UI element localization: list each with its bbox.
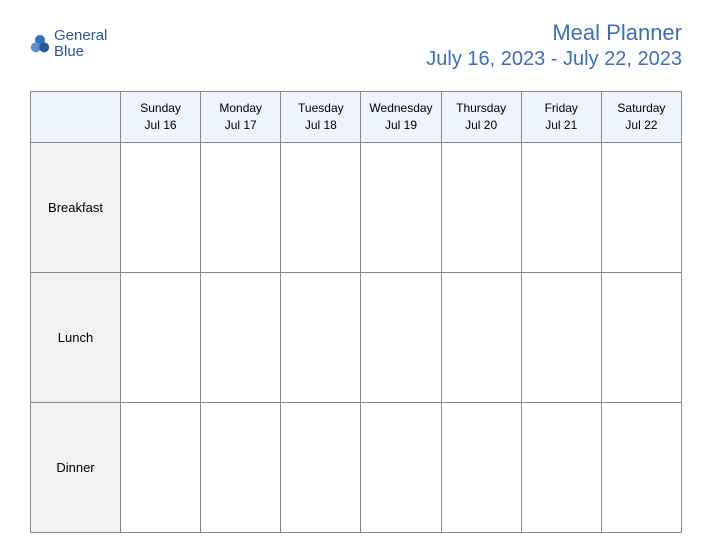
day-name: Wednesday [365,100,436,117]
meal-cell[interactable] [121,402,201,532]
meal-cell[interactable] [121,272,201,402]
day-date: Jul 21 [526,117,597,134]
logo-text: General Blue [54,28,107,60]
date-range: July 16, 2023 - July 22, 2023 [426,48,682,71]
day-header-saturday: Saturday Jul 22 [601,92,681,143]
day-date: Jul 20 [446,117,517,134]
day-date: Jul 17 [205,117,276,134]
meal-cell[interactable] [601,402,681,532]
day-date: Jul 18 [285,117,356,134]
header-row: Sunday Jul 16 Monday Jul 17 Tuesday Jul … [31,92,682,143]
meal-cell[interactable] [441,402,521,532]
meal-cell[interactable] [361,142,441,272]
meal-cell[interactable] [521,402,601,532]
day-name: Monday [205,100,276,117]
day-date: Jul 22 [606,117,677,134]
day-name: Tuesday [285,100,356,117]
meal-row-dinner: Dinner [31,402,682,532]
meal-cell[interactable] [201,402,281,532]
meal-label: Breakfast [31,142,121,272]
day-name: Friday [526,100,597,117]
logo-text-line1: General [54,27,107,44]
meal-cell[interactable] [441,272,521,402]
header: General Blue Meal Planner July 16, 2023 … [30,20,682,71]
logo-text-line2: Blue [54,43,84,60]
meal-cell[interactable] [201,142,281,272]
meal-cell[interactable] [521,272,601,402]
day-name: Saturday [606,100,677,117]
day-header-friday: Friday Jul 21 [521,92,601,143]
day-header-sunday: Sunday Jul 16 [121,92,201,143]
day-header-thursday: Thursday Jul 20 [441,92,521,143]
day-header-monday: Monday Jul 17 [201,92,281,143]
meal-cell[interactable] [281,272,361,402]
day-name: Sunday [125,100,196,117]
meal-label: Dinner [31,402,121,532]
meal-planner-table: Sunday Jul 16 Monday Jul 17 Tuesday Jul … [30,91,682,533]
page-title: Meal Planner [426,20,682,46]
day-header-wednesday: Wednesday Jul 19 [361,92,441,143]
meal-cell[interactable] [441,142,521,272]
meal-cell[interactable] [281,402,361,532]
day-header-tuesday: Tuesday Jul 18 [281,92,361,143]
day-name: Thursday [446,100,517,117]
corner-cell [31,92,121,143]
logo-icon [30,34,50,54]
meal-row-lunch: Lunch [31,272,682,402]
header-right: Meal Planner July 16, 2023 - July 22, 20… [426,20,682,71]
meal-row-breakfast: Breakfast [31,142,682,272]
meal-cell[interactable] [601,142,681,272]
meal-cell[interactable] [201,272,281,402]
day-date: Jul 19 [365,117,436,134]
meal-cell[interactable] [361,272,441,402]
meal-cell[interactable] [521,142,601,272]
meal-cell[interactable] [281,142,361,272]
meal-cell[interactable] [601,272,681,402]
meal-cell[interactable] [121,142,201,272]
meal-cell[interactable] [361,402,441,532]
logo: General Blue [30,28,107,60]
day-date: Jul 16 [125,117,196,134]
meal-label: Lunch [31,272,121,402]
